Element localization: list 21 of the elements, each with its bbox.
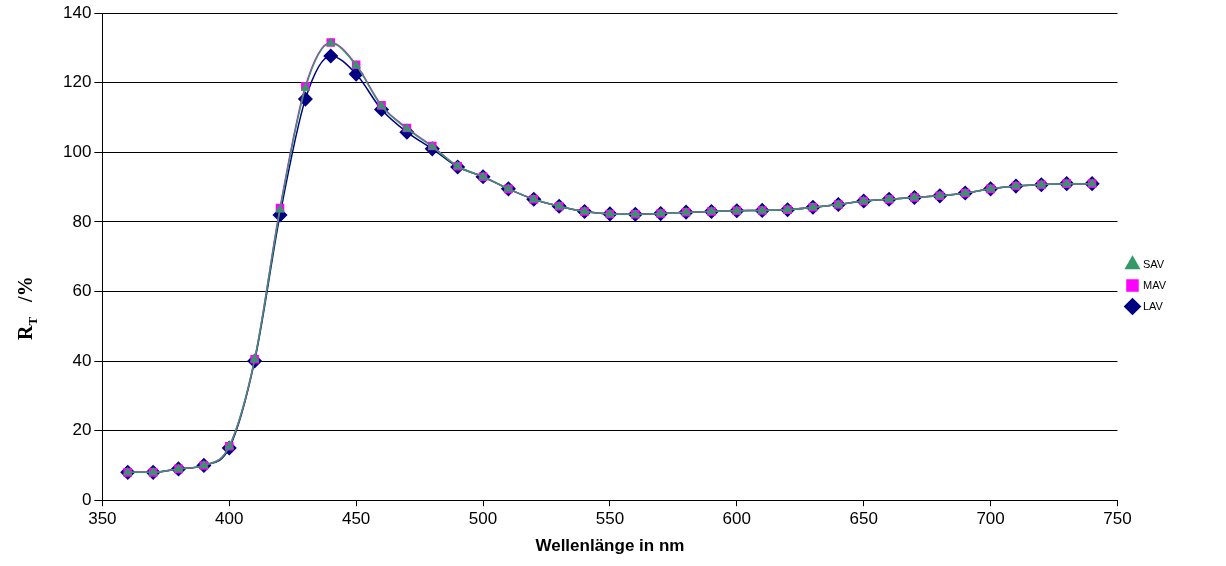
y-tick-label: 100 — [62, 142, 92, 162]
x-tick-label: 750 — [1103, 509, 1132, 529]
x-tick-label: 350 — [88, 509, 117, 529]
legend-label: MAV — [1142, 278, 1167, 291]
legend-label: LAV — [1142, 299, 1164, 312]
x-tick-label: 650 — [849, 509, 878, 529]
x-tick-label: 450 — [341, 509, 371, 529]
y-tick-label: 120 — [62, 72, 92, 92]
x-tick-label: 700 — [976, 509, 1005, 529]
x-axis-title: Wellenlänge in nm — [535, 536, 685, 556]
y-tick-label: 20 — [72, 420, 92, 440]
x-tick-label: 500 — [468, 509, 498, 529]
y-tick-label: 40 — [72, 350, 92, 370]
y-tick-label: 0 — [81, 489, 92, 509]
x-tick-label: 600 — [722, 509, 751, 529]
x-tick-label: 400 — [215, 509, 244, 529]
y-tick-label: 140 — [62, 2, 92, 22]
y-tick-label: 60 — [72, 281, 92, 301]
x-tick-label: 550 — [595, 509, 625, 529]
y-tick-label: 80 — [72, 211, 92, 231]
legend-label: SAV — [1142, 257, 1165, 270]
